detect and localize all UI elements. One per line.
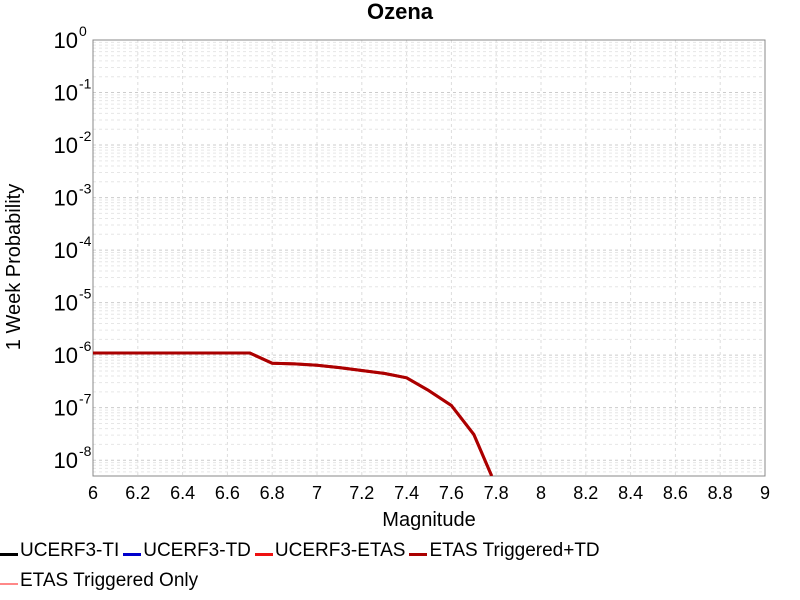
y-tick-label: 10 -2 [54,128,92,158]
y-tick-base: 10 [54,238,78,263]
x-tick-label: 8.2 [573,483,598,503]
x-tick-label: 9 [760,483,770,503]
legend-swatch-ucerf3-td [123,552,142,556]
y-tick-base: 10 [54,186,78,211]
series-lines [93,351,494,476]
y-tick-exponent: -2 [79,128,92,144]
y-tick-exponent: -5 [79,286,92,302]
y-tick-exponent: -6 [79,338,92,354]
plot-frame [92,39,766,477]
legend-swatch-etas-triggered-td [409,552,428,556]
y-tick-exponent: -8 [79,443,92,459]
y-tick-label: 10 -6 [54,338,92,368]
y-tick-label: 10 -1 [54,76,92,106]
legend-label-ucerf3-td: UCERF3-TD [143,540,251,561]
x-tick-label: 7.6 [439,483,464,503]
x-tick-label: 8.8 [708,483,733,503]
y-tick-exponent: -3 [79,181,92,197]
y-tick-base: 10 [54,343,78,368]
x-tick-label: 7.8 [484,483,509,503]
y-tick-base: 10 [54,28,78,53]
x-tick-label: 6.6 [215,483,240,503]
y-tick-label: 10 0 [54,23,87,53]
x-tick-label: 7.2 [349,483,374,503]
chart-title: Ozena [367,0,434,24]
x-tick-label: 8.6 [663,483,688,503]
x-tick-label: 7 [312,483,322,503]
y-tick-exponent: -1 [79,76,92,92]
x-tick-label: 8 [536,483,546,503]
legend-swatch-ucerf3-etas [254,552,273,556]
y-tick-label: 10 -8 [54,443,92,473]
y-tick-base: 10 [54,133,78,158]
legend-row-1: UCERF3-TI UCERF3-TD UCERF3-ETAS ETAS Tri… [0,540,604,562]
legend-item-etas-triggered-only: ETAS Triggered Only [0,570,198,592]
y-tick-exponent: -7 [79,391,92,407]
legend-item-etas-triggered-td: ETAS Triggered+TD [409,540,600,562]
legend-swatch-etas-triggered-only [0,583,18,585]
legend-label-etas-triggered-td: ETAS Triggered+TD [429,540,600,561]
x-tick-label: 6.4 [170,483,195,503]
legend-item-ucerf3-etas: UCERF3-ETAS [254,540,406,562]
grid [92,39,766,477]
series-line-etas-triggered-td [93,351,494,476]
y-tick-base: 10 [54,396,78,421]
y-axis-label: 1 Week Probability [3,184,25,350]
legend-label-ucerf3-ti: UCERF3-TI [20,540,120,561]
x-tick-label: 6 [88,483,98,503]
x-tick-label: 6.8 [260,483,285,503]
x-tick-labels: 6 6.2 6.4 6.6 6.8 7 7.2 7.4 7.6 7.8 8 8.2 8.4 8.6 8.8 9 [88,483,770,503]
x-tick-label: 6.2 [125,483,150,503]
legend-label-etas-triggered-only: ETAS Triggered Only [20,570,199,591]
x-tick-label: 8.4 [618,483,643,503]
y-tick-base: 10 [54,448,78,473]
legend-swatch-ucerf3-ti [0,552,18,556]
y-tick-label: 10 -5 [54,286,92,316]
x-axis-label: Magnitude [382,509,475,531]
x-tick-label: 7.4 [394,483,419,503]
y-tick-label: 10 -7 [54,391,92,421]
legend-item-ucerf3-ti: UCERF3-TI [0,540,119,562]
y-tick-label: 10 -3 [54,181,92,211]
y-tick-base: 10 [54,291,78,316]
legend-label-ucerf3-etas: UCERF3-ETAS [274,540,406,561]
y-tick-label: 10 -4 [54,233,92,263]
y-tick-base: 10 [54,81,78,106]
legend-row-2: ETAS Triggered Only [0,570,202,592]
legend-item-ucerf3-td: UCERF3-TD [123,540,251,562]
y-tick-exponent: 0 [79,23,87,39]
y-tick-exponent: -4 [79,233,92,249]
